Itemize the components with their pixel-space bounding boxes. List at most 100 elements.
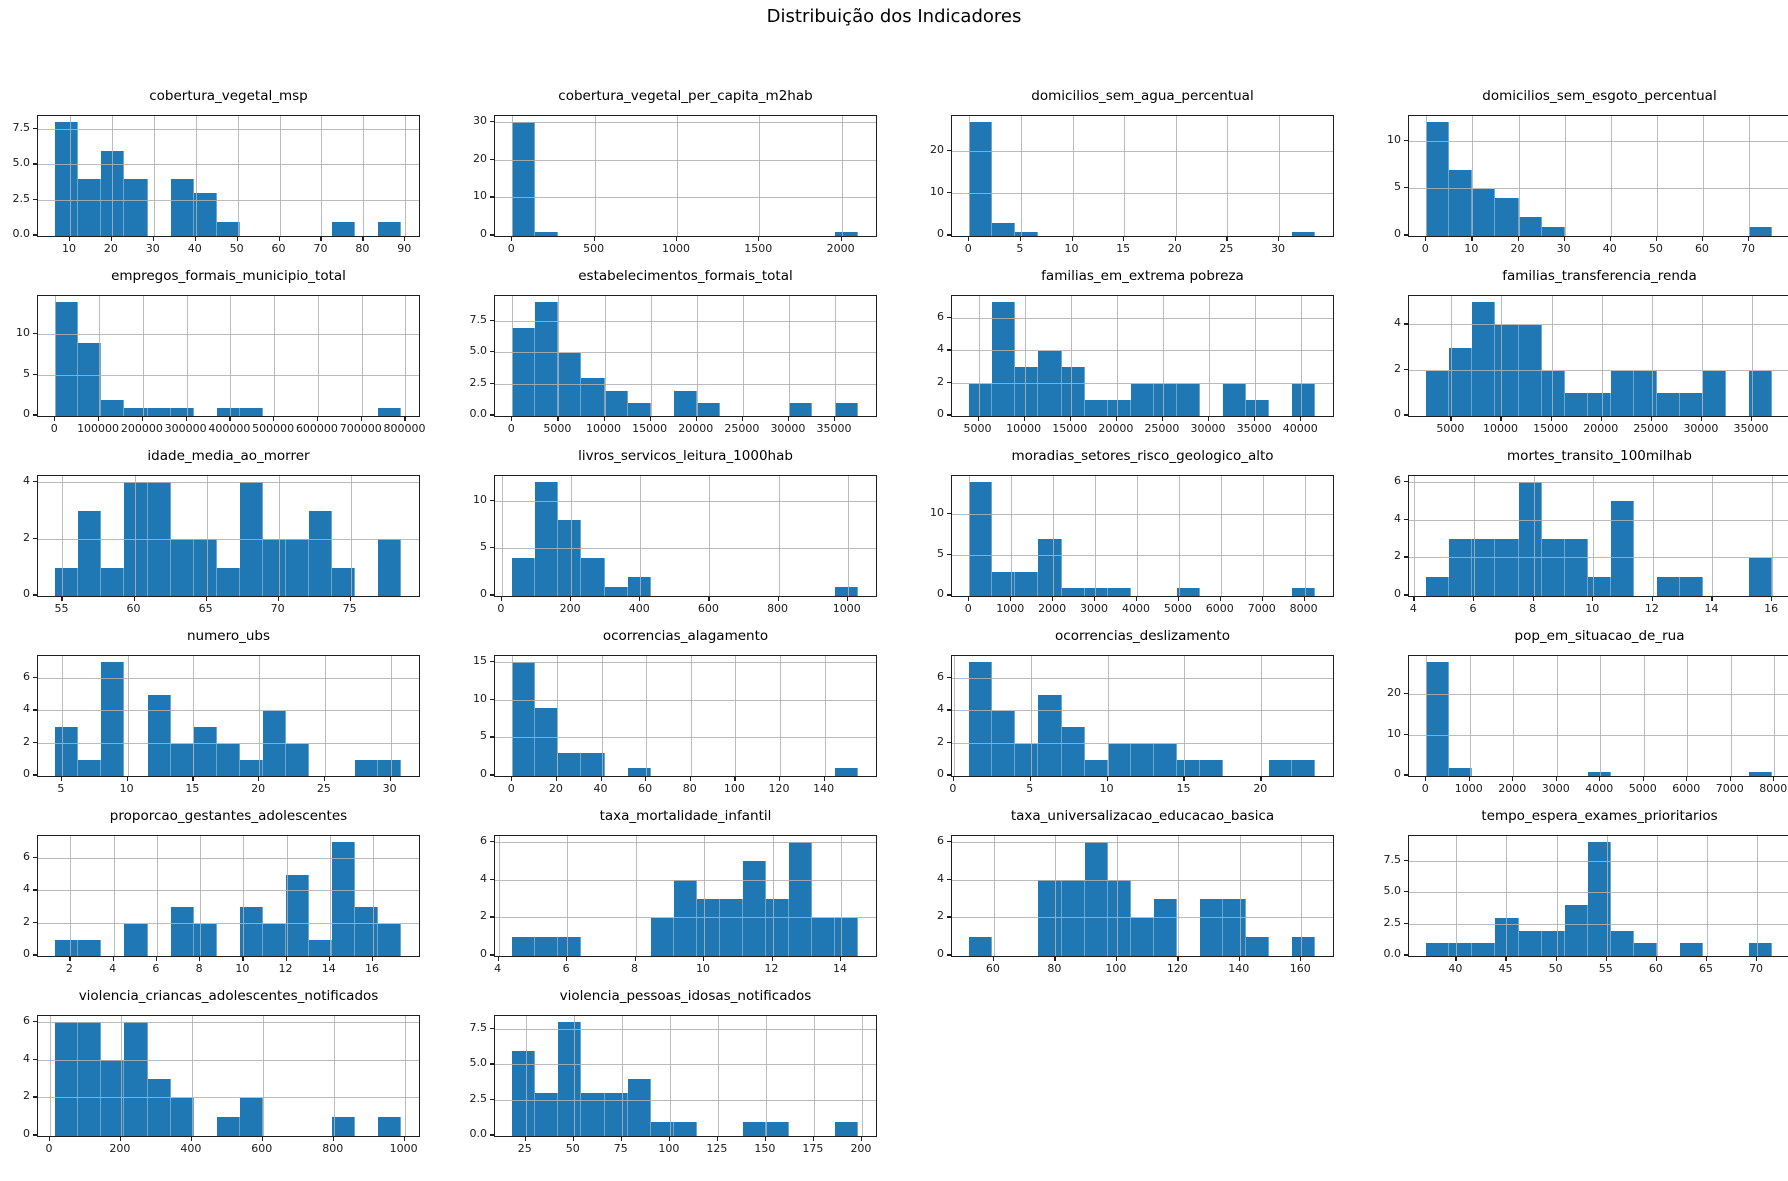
- gridline-x: [1011, 476, 1013, 596]
- y-tickmark: [490, 698, 494, 700]
- x-tick-label: 6: [152, 962, 160, 975]
- x-tickmark: [1650, 417, 1652, 421]
- y-tick-label: 2.5: [469, 1091, 488, 1105]
- x-tickmark: [332, 1137, 334, 1141]
- subplot-familias-em-extrema-pobreza: familias_em_extrema pobreza 5000 10000 1500…: [937, 268, 1334, 435]
- gridline-x: [1175, 116, 1177, 236]
- x-tickmark: [261, 1137, 263, 1141]
- x-tickmark: [112, 957, 114, 961]
- y-tickmark: [947, 349, 951, 351]
- y-tickmark: [33, 594, 37, 596]
- gridline-y: [1409, 188, 1788, 190]
- hist-bar: [604, 586, 628, 596]
- hist-bar: [1061, 367, 1085, 416]
- y-tickmark: [490, 1134, 494, 1136]
- gridline-x: [1702, 116, 1704, 236]
- subplot-violencia-pessoas-idosas-notificados: violencia_pessoas_idosas_notificados 25 50…: [470, 988, 877, 1155]
- x-tickmark: [60, 777, 63, 781]
- y-tickmark: [1404, 733, 1408, 735]
- y-tick-label: 2: [23, 914, 30, 928]
- x-tick-label: 1500: [744, 242, 773, 255]
- x-tick-label: 16: [365, 962, 379, 975]
- y-tick-label: 2: [937, 734, 944, 748]
- gridline-x: [1136, 476, 1138, 596]
- gridline-x: [969, 116, 971, 236]
- y-tickmark: [490, 1063, 494, 1065]
- y-tickmark: [1404, 859, 1408, 861]
- x-tick-label: 15: [185, 782, 200, 795]
- x-tick-label: 25: [1219, 242, 1234, 255]
- hist-bar: [765, 1121, 789, 1136]
- x-tick-label: 55: [1598, 962, 1613, 975]
- gridline-x: [1239, 836, 1241, 956]
- y-tick-label: 20: [473, 151, 487, 165]
- hist-bar: [765, 899, 789, 956]
- y-tick-label: 0: [1394, 227, 1401, 241]
- subplot-title: cobertura_vegetal_per_capita_m2hab: [558, 88, 813, 104]
- x-tick-label: 55: [54, 602, 69, 615]
- x-tick-label: 5000: [1436, 422, 1465, 435]
- x-tickmark: [1115, 957, 1118, 961]
- hist-bar: [1153, 743, 1177, 776]
- gridline-x: [1278, 116, 1280, 236]
- hist-bar: [535, 707, 559, 776]
- gridline-y: [1409, 923, 1788, 925]
- hist-bar: [1564, 905, 1588, 956]
- gridline-x: [765, 1016, 767, 1136]
- gridline-y: [952, 710, 1333, 712]
- x-tick-label: 8: [195, 962, 203, 975]
- x-tickmark: [152, 237, 154, 241]
- hist-bar: [969, 937, 993, 956]
- gridline-x: [1601, 296, 1603, 416]
- y-tickmark: [1404, 594, 1408, 596]
- x-tickmark: [278, 237, 280, 241]
- gridline-x: [1556, 836, 1558, 956]
- gridline-x: [120, 1016, 122, 1136]
- y-tick-label: 5: [480, 729, 487, 743]
- gridline-x: [1473, 476, 1475, 596]
- hist-bar: [835, 768, 859, 776]
- y-tick-label: 0: [480, 947, 487, 961]
- hist-bar: [285, 743, 309, 776]
- y-tickmark: [947, 316, 951, 319]
- hist-bar: [262, 923, 286, 956]
- x-tick-label: 1000: [996, 602, 1025, 615]
- y-tick-label: 6: [480, 833, 487, 847]
- subplot-title: taxa_mortalidade_infantil: [599, 808, 772, 824]
- hist-bar: [308, 939, 332, 956]
- subplot-title: familias_transferencia_renda: [1502, 268, 1697, 284]
- x-tick-label: 5000: [1163, 602, 1192, 615]
- x-tickmark: [1655, 957, 1658, 961]
- hist-bar: [835, 232, 859, 236]
- gridline-y: [1409, 892, 1788, 894]
- gridline-x: [405, 296, 407, 416]
- hist-bar: [512, 558, 536, 596]
- x-tick-label: 0: [949, 782, 957, 795]
- x-tick-label: 6: [1469, 602, 1477, 615]
- hist-bar: [1084, 842, 1108, 956]
- gridline-y: [38, 334, 419, 336]
- x-tick-label: 10000: [1482, 422, 1518, 435]
- gridline-x: [556, 656, 558, 776]
- gridline-x: [127, 656, 129, 776]
- gridline-x: [1501, 296, 1503, 416]
- x-tick-label: 30: [1270, 242, 1285, 255]
- x-tick-label: 20: [1167, 242, 1182, 255]
- hist-bar: [1587, 577, 1611, 596]
- x-tickmark: [1751, 417, 1753, 421]
- hist-bar: [1084, 399, 1108, 416]
- gridline-y: [495, 917, 876, 919]
- x-tick-label: 0: [507, 242, 515, 255]
- gridline-x: [1020, 116, 1022, 236]
- x-tick-label: 45: [1498, 962, 1513, 975]
- y-tickmark: [490, 594, 494, 596]
- hist-bar: [581, 558, 605, 596]
- hist-bar: [216, 1117, 240, 1136]
- gridline-y: [952, 151, 1333, 153]
- x-tick-label: 14: [321, 962, 336, 975]
- gridline-x: [1774, 656, 1776, 776]
- x-tick-label: 200: [559, 602, 581, 615]
- y-tickmark: [33, 1020, 37, 1022]
- hist-bar: [512, 662, 536, 776]
- hist-bar: [1130, 383, 1154, 416]
